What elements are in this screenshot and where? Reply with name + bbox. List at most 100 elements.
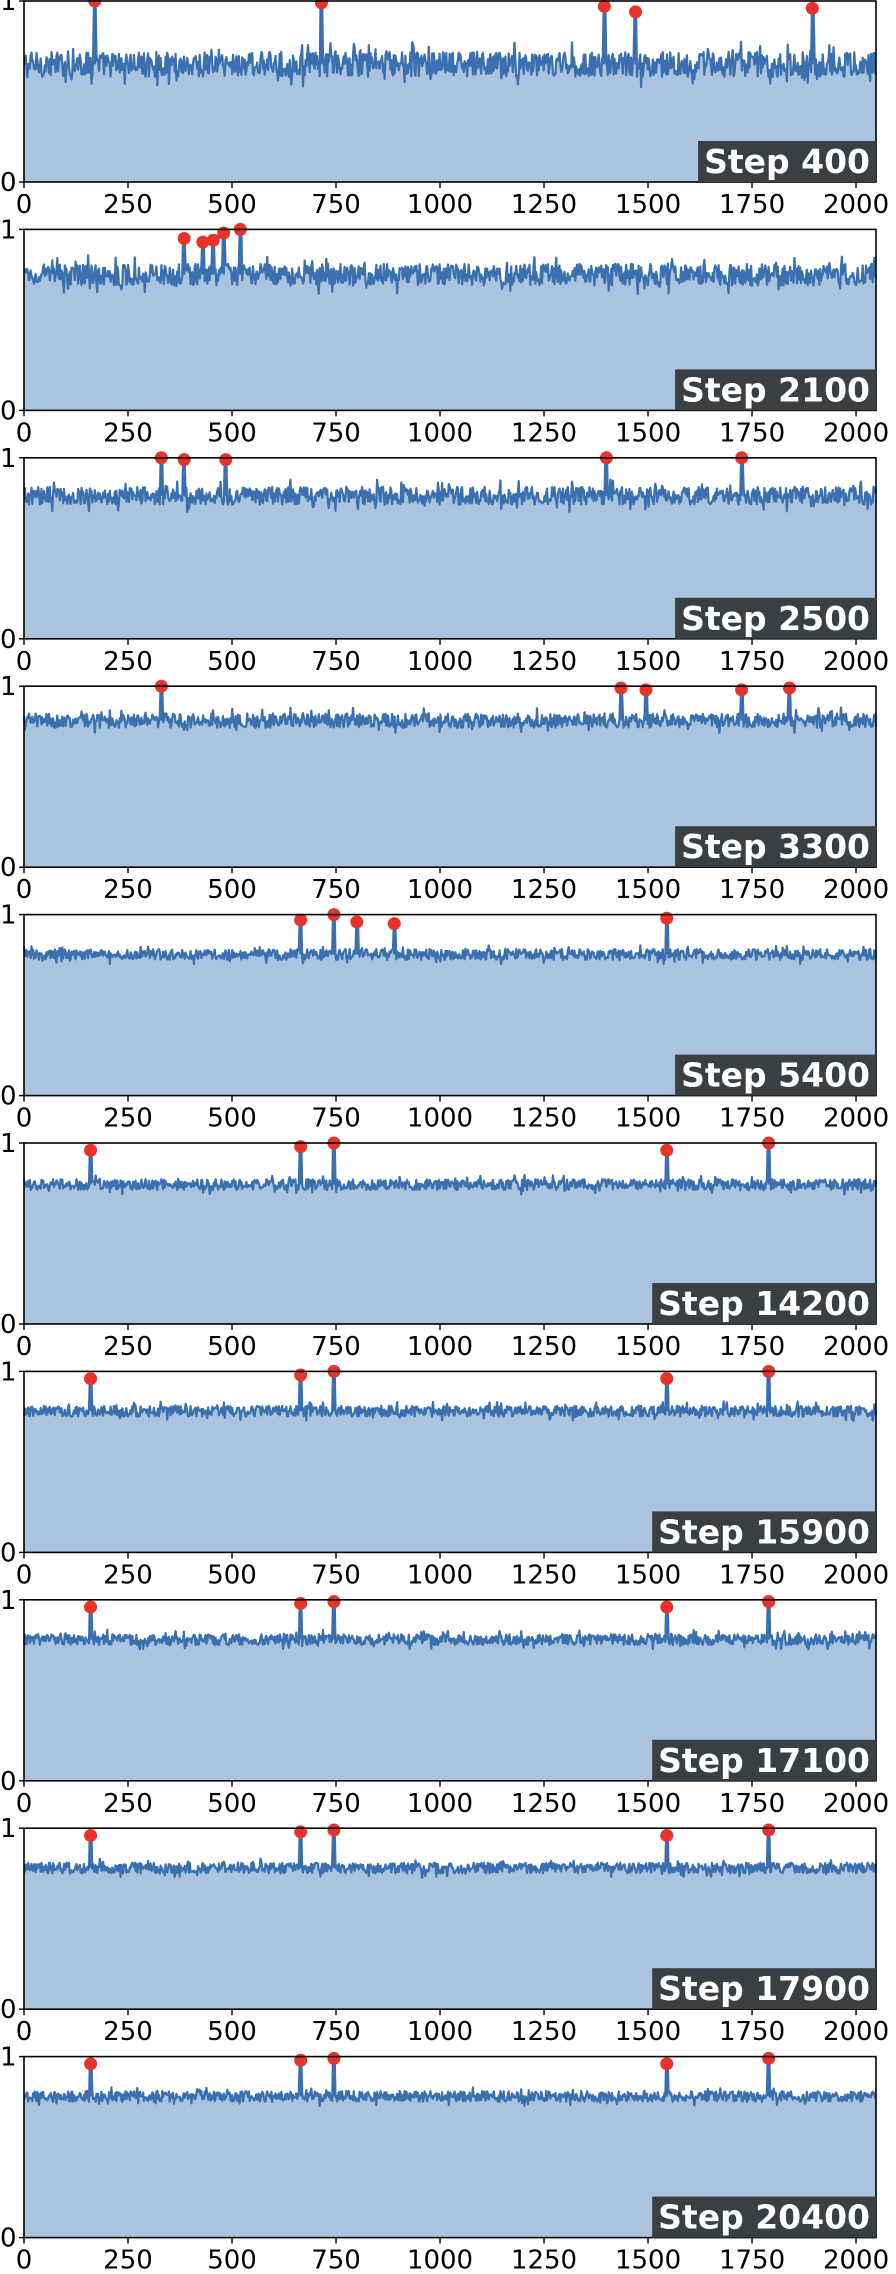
peak-marker [660, 1828, 674, 1842]
x-tick-label: 750 [311, 647, 361, 677]
y-tick-label: 0 [0, 1310, 17, 1340]
x-tick-label: 1750 [719, 875, 785, 905]
y-tick-label: 1 [0, 1586, 17, 1616]
peak-marker [660, 2057, 674, 2071]
x-tick-label: 1250 [511, 875, 577, 905]
x-tick-label: 1750 [719, 1332, 785, 1362]
y-tick-label: 1 [0, 1129, 17, 1159]
x-tick-label: 1250 [511, 2017, 577, 2047]
x-tick-label: 1000 [407, 1104, 473, 1134]
step-label: Step 2100 [681, 370, 870, 409]
step-label: Step 3300 [681, 827, 870, 866]
x-tick-label: 1500 [615, 1789, 681, 1819]
peak-marker [762, 1823, 776, 1837]
peak-marker [84, 1600, 98, 1614]
peak-marker [629, 5, 643, 19]
x-tick-label: 250 [103, 1560, 153, 1590]
x-tick-label: 1750 [719, 2017, 785, 2047]
x-tick-label: 2000 [823, 1789, 889, 1819]
x-tick-label: 2000 [823, 1560, 889, 1590]
peak-marker [660, 1143, 674, 1157]
peak-marker [735, 683, 749, 697]
x-tick-label: 2000 [823, 1104, 889, 1134]
peak-marker [84, 1143, 98, 1157]
series-area [24, 1371, 876, 1553]
peak-marker [84, 1828, 98, 1842]
x-tick-label: 1000 [407, 1560, 473, 1590]
x-tick-label: 0 [16, 647, 33, 677]
peak-marker [294, 1140, 308, 1154]
series-line [23, 228, 877, 296]
x-tick-label: 0 [16, 190, 33, 220]
plot-frame [23, 2055, 877, 2239]
x-tick-label: 500 [207, 1332, 257, 1362]
chart-panel: 0 250 500 750 1000 1250 1500 1750 2000 0 1 Step 171… [0, 1586, 889, 1819]
chart-panel: 0 250 500 750 1000 1250 1500 1750 2000 0 1 Step 250… [0, 444, 889, 677]
step-label-background [652, 2196, 876, 2238]
x-tick-label: 250 [103, 875, 153, 905]
x-tick-label: 250 [103, 1332, 153, 1362]
peak-marker [294, 913, 308, 927]
x-tick-label: 750 [311, 1332, 361, 1362]
y-tick-label: 0 [0, 168, 17, 198]
series-area [24, 1, 876, 182]
x-tick-label: 1500 [615, 1332, 681, 1362]
y-tick-label: 0 [0, 625, 17, 655]
plot-frame [23, 228, 877, 412]
series-line [22, 913, 878, 966]
step-label-background [652, 1968, 876, 2010]
x-tick-label: 1500 [615, 1560, 681, 1590]
y-tick-label: 0 [0, 1538, 17, 1568]
x-tick-label: 0 [16, 418, 33, 448]
peak-marker [294, 2053, 308, 2067]
x-tick-label: 1500 [615, 2017, 681, 2047]
x-tick-label: 500 [207, 418, 257, 448]
x-tick-label: 500 [207, 2017, 257, 2047]
series-area [24, 229, 876, 411]
x-tick-label: 500 [207, 1789, 257, 1819]
plot-frame [23, 0, 877, 183]
chart-panel: 0 250 500 750 1000 1250 1500 1750 2000 0 1 Step 330… [0, 672, 889, 905]
series-line [22, 456, 878, 513]
x-tick-label: 750 [311, 1560, 361, 1590]
x-tick-label: 750 [311, 190, 361, 220]
y-tick-label: 0 [0, 1082, 17, 1112]
plot-frame [23, 1142, 877, 1325]
x-tick-label: 1750 [719, 1104, 785, 1134]
x-tick-label: 2000 [823, 190, 889, 220]
series-line [22, 685, 878, 734]
peak-marker [196, 235, 210, 249]
x-tick-label: 500 [207, 190, 257, 220]
x-tick-label: 1750 [719, 647, 785, 677]
plot-frame [23, 1370, 877, 1554]
peak-marker [84, 2057, 98, 2071]
step-label-background [675, 826, 876, 868]
x-tick-label: 1250 [511, 1789, 577, 1819]
peak-marker [327, 1595, 341, 1609]
step-label: Step 400 [704, 142, 870, 181]
peak-marker [639, 683, 653, 697]
peak-marker [294, 1368, 308, 1382]
x-tick-label: 750 [311, 1104, 361, 1134]
series-line [23, 1828, 878, 1879]
step-label: Step 14200 [658, 1284, 870, 1323]
chart-panel: 0 250 500 750 1000 1250 1500 1750 2000 0 1 Step 204… [0, 2043, 889, 2274]
x-tick-label: 1000 [407, 2246, 473, 2274]
x-tick-label: 2000 [823, 418, 889, 448]
x-tick-label: 500 [207, 2246, 257, 2274]
x-tick-label: 1750 [719, 418, 785, 448]
plot-frame [23, 1827, 877, 2010]
plot-frame [23, 913, 877, 1097]
y-tick-label: 1 [0, 215, 17, 245]
x-tick-label: 1250 [511, 1104, 577, 1134]
x-tick-label: 1500 [615, 1104, 681, 1134]
step-label-background [675, 369, 876, 411]
peak-marker [327, 2051, 341, 2065]
x-tick-label: 250 [103, 418, 153, 448]
x-tick-label: 500 [207, 647, 257, 677]
peak-marker [614, 681, 628, 695]
x-tick-label: 250 [103, 2017, 153, 2047]
chart-panel: 0 250 500 750 1000 1250 1500 1750 2000 0 1 Step 179… [0, 1814, 889, 2047]
chart-panel: 0 250 500 750 1000 1250 1500 1750 2000 0 1 Step 159… [0, 1357, 889, 1590]
